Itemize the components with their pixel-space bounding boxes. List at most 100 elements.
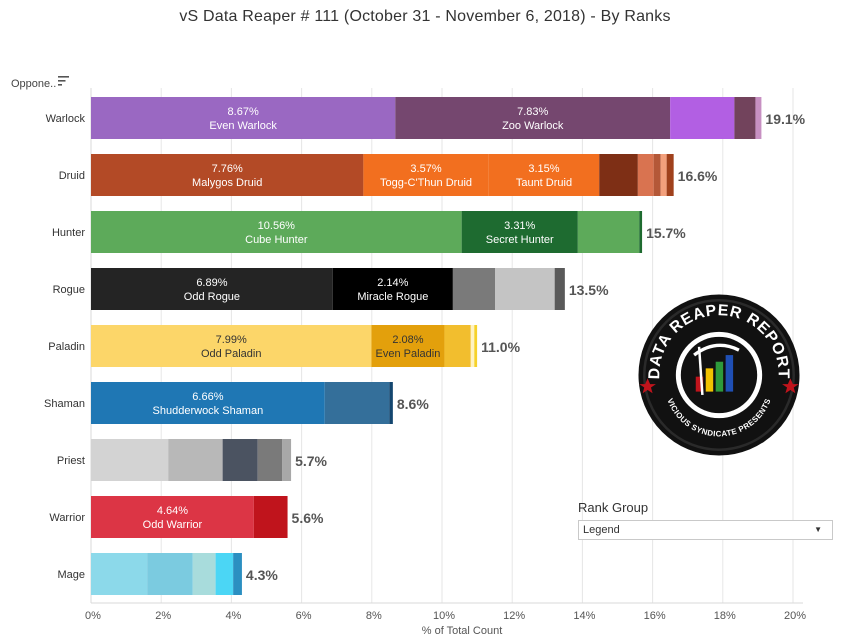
segment-label: Miracle Rogue xyxy=(357,291,428,303)
rank-group-filter: Rank Group Legend ▼ xyxy=(578,500,833,540)
x-tick-label: 4% xyxy=(225,610,241,622)
x-tick-label: 14% xyxy=(573,610,595,622)
x-tick-label: 6% xyxy=(296,610,312,622)
total-label: 8.6% xyxy=(397,396,429,412)
bar-segment xyxy=(474,325,478,367)
bar-segment xyxy=(168,439,223,481)
segment-label: Secret Hunter xyxy=(486,234,554,246)
data-label: 3.15% xyxy=(528,163,559,175)
bar-segment xyxy=(91,439,169,481)
segment-label: Zoo Warlock xyxy=(502,120,564,132)
segment-label: Odd Paladin xyxy=(201,348,262,360)
bar-segment xyxy=(554,268,565,310)
segment-label: Even Paladin xyxy=(376,348,441,360)
bar-segment xyxy=(488,154,600,196)
total-label: 11.0% xyxy=(481,339,520,355)
bar-segment xyxy=(734,97,756,139)
bar-segment xyxy=(363,154,489,196)
data-label: 4.64% xyxy=(157,505,188,517)
bar-segment xyxy=(577,211,640,253)
bar-segment xyxy=(222,439,258,481)
data-label: 6.66% xyxy=(192,391,223,403)
data-label: 6.89% xyxy=(196,277,227,289)
total-label: 19.1% xyxy=(765,111,805,127)
category-label: Priest xyxy=(57,455,85,467)
segment-label: Cube Hunter xyxy=(245,234,308,246)
total-label: 4.3% xyxy=(246,567,278,583)
sort-icon[interactable] xyxy=(58,75,70,87)
category-label: Warlock xyxy=(46,113,86,125)
bar-segment xyxy=(192,553,216,595)
bar-segment xyxy=(233,553,242,595)
x-axis-label: % of Total Count xyxy=(422,625,503,637)
data-label: 3.31% xyxy=(504,220,535,232)
x-tick-label: 12% xyxy=(503,610,525,622)
chart-title: vS Data Reaper # 111 (October 31 - Novem… xyxy=(179,8,671,25)
bar-segment xyxy=(91,211,462,253)
total-label: 16.6% xyxy=(678,168,718,184)
segment-label: Shudderwock Shaman xyxy=(153,405,264,417)
data-label: 7.83% xyxy=(517,106,548,118)
category-label: Shaman xyxy=(44,398,85,410)
bar-segment xyxy=(215,553,234,595)
bar-segment xyxy=(91,325,372,367)
bar-segment xyxy=(91,496,254,538)
bar-segment xyxy=(371,325,445,367)
category-label: Mage xyxy=(57,569,85,581)
bar-segment xyxy=(282,439,292,481)
x-tick-label: 10% xyxy=(433,610,455,622)
category-label: Druid xyxy=(59,170,85,182)
rank-group-selected: Legend xyxy=(583,524,620,536)
bar-segment xyxy=(495,268,555,310)
x-tick-label: 16% xyxy=(644,610,666,622)
data-label: 3.57% xyxy=(410,163,441,175)
bar-segment xyxy=(637,154,654,196)
bar-segment xyxy=(91,154,364,196)
bar-segment xyxy=(461,211,578,253)
total-label: 5.6% xyxy=(292,510,324,526)
data-label: 7.76% xyxy=(212,163,243,175)
data-label: 10.56% xyxy=(258,220,296,232)
bar-segment xyxy=(257,439,283,481)
bar-segment xyxy=(452,268,496,310)
x-tick-label: 2% xyxy=(155,610,171,622)
segment-label: Even Warlock xyxy=(209,120,277,132)
bar-segment xyxy=(755,97,762,139)
bar-segment xyxy=(389,382,393,424)
rank-group-dropdown[interactable]: Legend ▼ xyxy=(578,520,833,540)
bar-segment xyxy=(670,97,735,139)
bar-segment xyxy=(470,325,475,367)
x-tick-label: 18% xyxy=(714,610,736,622)
category-label: Paladin xyxy=(48,341,85,353)
bar-segment xyxy=(147,553,193,595)
segment-label: Odd Rogue xyxy=(184,291,240,303)
chevron-down-icon[interactable]: ▼ xyxy=(814,525,822,534)
bar-segment xyxy=(653,154,661,196)
total-label: 13.5% xyxy=(569,282,609,298)
segment-label: Malygos Druid xyxy=(192,177,262,189)
segment-label: Togg-C'Thun Druid xyxy=(380,177,472,189)
bar-segment xyxy=(599,154,638,196)
column-header-opponent[interactable]: Oppone.. xyxy=(11,78,57,90)
total-label: 5.7% xyxy=(295,453,327,469)
bar-segment xyxy=(395,97,671,139)
category-label: Warrior xyxy=(49,512,85,524)
bar-segment xyxy=(91,97,396,139)
bar-segment xyxy=(91,268,333,310)
segment-label: Taunt Druid xyxy=(516,177,572,189)
x-tick-label: 0% xyxy=(85,610,101,622)
data-reaper-logo: DATA REAPER REPORT VICIOUS SYNDICATE PRE… xyxy=(638,294,800,456)
bar-segment xyxy=(444,325,471,367)
bar-segment xyxy=(253,496,288,538)
segment-label: Odd Warrior xyxy=(143,519,203,531)
category-label: Rogue xyxy=(53,284,85,296)
x-tick-label: 20% xyxy=(784,610,806,622)
category-label: Hunter xyxy=(52,227,85,239)
rank-group-title: Rank Group xyxy=(578,500,649,515)
total-label: 15.7% xyxy=(646,225,686,241)
x-tick-label: 8% xyxy=(366,610,382,622)
data-label: 2.14% xyxy=(377,277,408,289)
bar-segment xyxy=(91,553,148,595)
bar-segment xyxy=(91,382,325,424)
